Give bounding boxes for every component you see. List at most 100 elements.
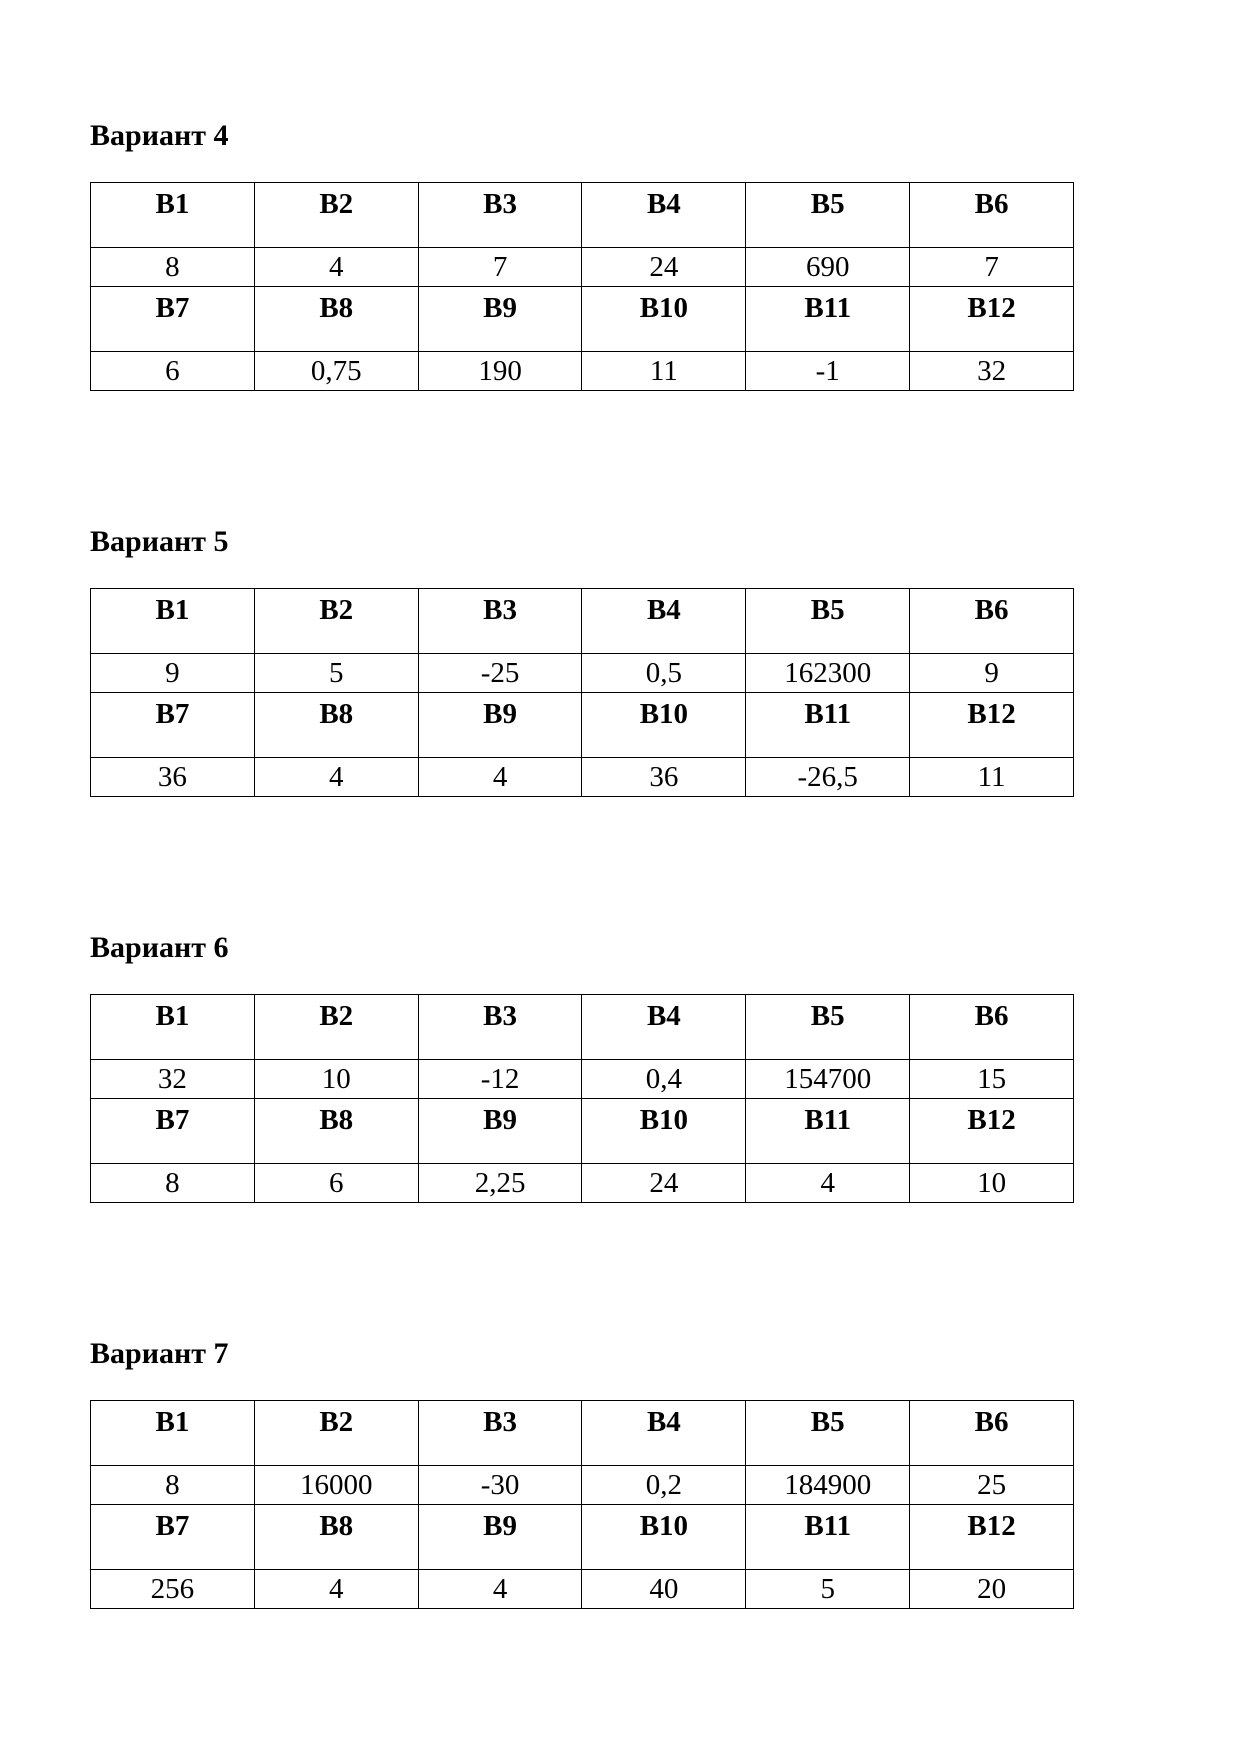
answer-header-cell: B9 <box>417 1504 583 1570</box>
answer-header-cell: B12 <box>909 1098 1074 1164</box>
table-row: B7 B8 B9 B10 B11 B12 <box>90 1504 1074 1570</box>
answer-header-cell: B11 <box>745 286 911 352</box>
answer-value-cell: 4 <box>253 247 419 287</box>
answer-value-cell: 10 <box>253 1059 419 1099</box>
answer-value-cell: 7 <box>417 247 583 287</box>
table-row: B7 B8 B9 B10 B11 B12 <box>90 692 1074 758</box>
variant-section: Вариант 4 B1 B2 B3 B4 B5 B6 8 4 7 24 690 7 B7 B8 B9 B10 B… <box>90 116 1074 391</box>
answer-value-cell: 36 <box>90 757 255 797</box>
answer-header-cell: B8 <box>253 286 419 352</box>
answer-value-cell: 0,4 <box>581 1059 747 1099</box>
answer-value-cell: 4 <box>745 1163 911 1203</box>
answer-header-cell: B1 <box>90 182 255 248</box>
answer-value-cell: -25 <box>417 653 583 693</box>
answer-value-cell: 190 <box>417 351 583 391</box>
answer-value-cell: 4 <box>417 1569 583 1609</box>
answer-value-cell: 690 <box>745 247 911 287</box>
table-row: 256 4 4 40 5 20 <box>90 1569 1074 1609</box>
answer-header-cell: B11 <box>745 1504 911 1570</box>
answer-value-cell: 0,2 <box>581 1465 747 1505</box>
answer-value-cell: 24 <box>581 1163 747 1203</box>
answer-header-cell: B4 <box>581 994 747 1060</box>
answer-value-cell: 4 <box>253 1569 419 1609</box>
answer-value-cell: 16000 <box>253 1465 419 1505</box>
answer-header-cell: B8 <box>253 692 419 758</box>
answer-header-cell: B9 <box>417 692 583 758</box>
answer-header-cell: B7 <box>90 692 255 758</box>
answer-header-cell: B1 <box>90 1400 255 1466</box>
answer-value-cell: 8 <box>90 1163 255 1203</box>
variant-title: Вариант 4 <box>90 119 229 152</box>
answer-value-cell: -1 <box>745 351 911 391</box>
answer-value-cell: 5 <box>253 653 419 693</box>
table-row: 8 6 2,25 24 4 10 <box>90 1163 1074 1203</box>
answer-header-cell: B11 <box>745 1098 911 1164</box>
answer-value-cell: 8 <box>90 247 255 287</box>
table-row: B1 B2 B3 B4 B5 B6 <box>90 588 1074 654</box>
answer-header-cell: B2 <box>253 182 419 248</box>
answer-header-cell: B1 <box>90 994 255 1060</box>
variant-section: Вариант 6 B1 B2 B3 B4 B5 B6 32 10 -12 0,4 154700 15 B… <box>90 928 1074 1203</box>
answer-value-cell: 25 <box>909 1465 1074 1505</box>
answers-table: B1 B2 B3 B4 B5 B6 8 16000 -30 0,2 184900 25 B7 B8 B9 B1… <box>90 1400 1074 1609</box>
answer-header-cell: B8 <box>253 1098 419 1164</box>
answer-header-cell: B10 <box>581 692 747 758</box>
table-row: 9 5 -25 0,5 162300 9 <box>90 653 1074 693</box>
answer-header-cell: B6 <box>909 588 1074 654</box>
answer-header-cell: B5 <box>745 588 911 654</box>
answer-value-cell: 6 <box>90 351 255 391</box>
answer-header-cell: B2 <box>253 588 419 654</box>
answer-header-cell: B10 <box>581 286 747 352</box>
answer-value-cell: 24 <box>581 247 747 287</box>
answer-value-cell: 40 <box>581 1569 747 1609</box>
variant-title: Вариант 6 <box>90 931 229 964</box>
answer-header-cell: B7 <box>90 1504 255 1570</box>
table-row: B1 B2 B3 B4 B5 B6 <box>90 182 1074 248</box>
answer-header-cell: B12 <box>909 692 1074 758</box>
answer-header-cell: B3 <box>417 1400 583 1466</box>
table-row: B1 B2 B3 B4 B5 B6 <box>90 1400 1074 1466</box>
table-row: 8 16000 -30 0,2 184900 25 <box>90 1465 1074 1505</box>
table-row: 6 0,75 190 11 -1 32 <box>90 351 1074 391</box>
answer-value-cell: 10 <box>909 1163 1074 1203</box>
answers-table: B1 B2 B3 B4 B5 B6 9 5 -25 0,5 162300 9 B7 B8 B9 B10 B11 B… <box>90 588 1074 797</box>
answer-value-cell: -26,5 <box>745 757 911 797</box>
answer-header-cell: B2 <box>253 1400 419 1466</box>
answers-table: B1 B2 B3 B4 B5 B6 8 4 7 24 690 7 B7 B8 B9 B10 B11 B12 6 0,7… <box>90 182 1074 391</box>
answer-header-cell: B4 <box>581 1400 747 1466</box>
answer-header-cell: B6 <box>909 182 1074 248</box>
answer-header-cell: B12 <box>909 1504 1074 1570</box>
answers-table: B1 B2 B3 B4 B5 B6 32 10 -12 0,4 154700 15 B7 B8 B9 B10 B… <box>90 994 1074 1203</box>
answer-header-cell: B3 <box>417 994 583 1060</box>
answer-value-cell: 7 <box>909 247 1074 287</box>
answer-value-cell: 9 <box>909 653 1074 693</box>
answer-header-cell: B4 <box>581 588 747 654</box>
answer-header-cell: B10 <box>581 1504 747 1570</box>
answer-header-cell: B6 <box>909 994 1074 1060</box>
answer-header-cell: B12 <box>909 286 1074 352</box>
answer-header-cell: B3 <box>417 182 583 248</box>
answer-header-cell: B9 <box>417 286 583 352</box>
answer-header-cell: B1 <box>90 588 255 654</box>
table-row: B7 B8 B9 B10 B11 B12 <box>90 286 1074 352</box>
answer-value-cell: 32 <box>909 351 1074 391</box>
variant-title: Вариант 5 <box>90 525 229 558</box>
answer-value-cell: 4 <box>253 757 419 797</box>
answer-value-cell: -12 <box>417 1059 583 1099</box>
answer-value-cell: 2,25 <box>417 1163 583 1203</box>
variant-title: Вариант 7 <box>90 1337 229 1370</box>
answer-header-cell: B2 <box>253 994 419 1060</box>
table-row: B7 B8 B9 B10 B11 B12 <box>90 1098 1074 1164</box>
answer-header-cell: B5 <box>745 1400 911 1466</box>
answer-header-cell: B4 <box>581 182 747 248</box>
answer-value-cell: 0,75 <box>253 351 419 391</box>
answer-header-cell: B8 <box>253 1504 419 1570</box>
answer-value-cell: 184900 <box>745 1465 911 1505</box>
answer-value-cell: 256 <box>90 1569 255 1609</box>
table-row: 8 4 7 24 690 7 <box>90 247 1074 287</box>
answer-header-cell: B3 <box>417 588 583 654</box>
answer-value-cell: 9 <box>90 653 255 693</box>
answer-value-cell: 15 <box>909 1059 1074 1099</box>
table-row: B1 B2 B3 B4 B5 B6 <box>90 994 1074 1060</box>
answer-value-cell: 8 <box>90 1465 255 1505</box>
